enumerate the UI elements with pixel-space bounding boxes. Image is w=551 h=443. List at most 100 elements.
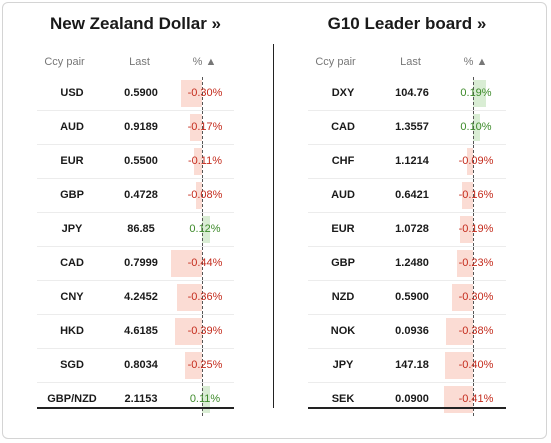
- zero-line: [202, 213, 203, 246]
- zero-line: [202, 315, 203, 348]
- ccy-pair-cell: EUR: [331, 223, 355, 235]
- ccy-pair-cell: GBP: [331, 257, 355, 269]
- table-row[interactable]: USD 0.5900 -0.30%: [37, 77, 234, 110]
- zero-line: [473, 145, 474, 178]
- last-price-cell: 0.9189: [124, 121, 158, 133]
- table-row[interactable]: HKD 4.6185 -0.39%: [37, 314, 234, 348]
- table-row[interactable]: JPY 147.18 -0.40%: [308, 348, 506, 382]
- last-price-cell: 1.1214: [395, 155, 429, 167]
- table-row[interactable]: DXY 104.76 0.19%: [308, 77, 506, 110]
- pct-change-cell: -0.36%: [187, 291, 223, 303]
- pct-change-cell: 0.11%: [189, 393, 221, 405]
- table-row[interactable]: NZD 0.5900 -0.30%: [308, 280, 506, 314]
- pct-change-cell: -0.30%: [187, 87, 223, 99]
- zero-line: [473, 77, 474, 110]
- zero-line: [202, 179, 203, 212]
- change-bar: [445, 352, 473, 379]
- last-price-cell: 4.6185: [124, 325, 158, 337]
- zero-line: [473, 349, 474, 382]
- ccy-pair-cell: GBP/NZD: [47, 393, 97, 405]
- table-row[interactable]: AUD 0.6421 -0.16%: [308, 178, 506, 212]
- col-header-pct[interactable]: % ▲: [192, 56, 217, 68]
- change-bar: [174, 318, 202, 345]
- pct-change-cell: -0.30%: [458, 291, 494, 303]
- ccy-pair-cell: AUD: [60, 121, 84, 133]
- table-row[interactable]: CNY 4.2452 -0.36%: [37, 280, 234, 314]
- pct-change-cell: 0.10%: [460, 121, 492, 133]
- ccy-pair-cell: SEK: [331, 393, 355, 405]
- table-row[interactable]: JPY 86.85 0.12%: [37, 212, 234, 246]
- zero-line: [202, 247, 203, 280]
- last-price-cell: 0.5900: [124, 87, 158, 99]
- table-row[interactable]: CHF 1.1214 -0.09%: [308, 144, 506, 178]
- change-bar: [196, 182, 202, 209]
- last-price-cell: 0.0936: [395, 325, 429, 337]
- panel-divider: [273, 44, 274, 408]
- col-header-ccy[interactable]: Ccy pair: [315, 56, 356, 68]
- pct-change-cell: -0.25%: [187, 359, 223, 371]
- change-bar: [473, 114, 480, 141]
- table-row[interactable]: GBP 1.2480 -0.23%: [308, 246, 506, 280]
- zero-line: [202, 77, 203, 110]
- change-bar: [184, 352, 202, 379]
- nzd-title-link[interactable]: New Zealand Dollar »: [50, 14, 221, 33]
- ccy-pair-cell: GBP: [60, 189, 84, 201]
- table-row[interactable]: CAD 0.7999 -0.44%: [37, 246, 234, 280]
- pct-change-cell: 0.12%: [189, 223, 221, 235]
- table-row[interactable]: GBP 0.4728 -0.08%: [37, 178, 234, 212]
- pct-change-cell: -0.09%: [458, 155, 494, 167]
- ccy-pair-cell: JPY: [61, 223, 83, 235]
- ccy-pair-cell: NZD: [331, 291, 355, 303]
- last-price-cell: 147.18: [395, 359, 429, 371]
- change-bar: [202, 386, 210, 413]
- col-header-last[interactable]: Last: [400, 56, 421, 68]
- change-bar: [190, 114, 202, 141]
- last-price-cell: 1.3557: [395, 121, 429, 133]
- table-row[interactable]: AUD 0.9189 -0.17%: [37, 110, 234, 144]
- zero-line: [473, 247, 474, 280]
- table-row[interactable]: GBP/NZD 2.1153 0.11%: [37, 382, 234, 416]
- table-row[interactable]: SGD 0.8034 -0.25%: [37, 348, 234, 382]
- pct-change-cell: -0.16%: [458, 189, 494, 201]
- zero-line: [202, 349, 203, 382]
- zero-line: [473, 281, 474, 314]
- table-header: Ccy pair Last % ▲: [37, 52, 234, 74]
- table-row[interactable]: CAD 1.3557 0.10%: [308, 110, 506, 144]
- ccy-pair-cell: CHF: [331, 155, 355, 167]
- pct-change-cell: -0.11%: [187, 155, 223, 167]
- zero-line: [473, 315, 474, 348]
- last-price-cell: 0.7999: [124, 257, 158, 269]
- table-row[interactable]: EUR 1.0728 -0.19%: [308, 212, 506, 246]
- ccy-pair-cell: AUD: [331, 189, 355, 201]
- zero-line: [473, 213, 474, 246]
- col-header-ccy[interactable]: Ccy pair: [44, 56, 85, 68]
- pct-change-cell: -0.39%: [187, 325, 223, 337]
- last-price-cell: 4.2452: [124, 291, 158, 303]
- last-price-cell: 1.2480: [395, 257, 429, 269]
- col-header-last[interactable]: Last: [129, 56, 150, 68]
- table-row[interactable]: NOK 0.0936 -0.38%: [308, 314, 506, 348]
- change-bar: [452, 284, 473, 311]
- last-price-cell: 1.0728: [395, 223, 429, 235]
- col-header-pct[interactable]: % ▲: [463, 56, 488, 68]
- zero-line: [473, 111, 474, 144]
- change-bar: [194, 148, 202, 175]
- zero-line: [202, 111, 203, 144]
- ccy-pair-cell: EUR: [60, 155, 84, 167]
- table-row[interactable]: SEK 0.0900 -0.41%: [308, 382, 506, 416]
- change-bar: [176, 284, 202, 311]
- last-price-cell: 86.85: [127, 223, 155, 235]
- last-price-cell: 0.0900: [395, 393, 429, 405]
- pct-change-cell: -0.17%: [187, 121, 223, 133]
- ccy-pair-cell: NOK: [330, 325, 356, 337]
- zero-line: [202, 281, 203, 314]
- zero-line: [202, 383, 203, 416]
- change-bar: [171, 250, 202, 277]
- pct-change-cell: -0.38%: [458, 325, 494, 337]
- change-bar: [456, 250, 473, 277]
- last-price-cell: 0.6421: [395, 189, 429, 201]
- change-bar: [466, 148, 473, 175]
- g10-title-link[interactable]: G10 Leader board »: [327, 14, 487, 33]
- last-price-cell: 0.5500: [124, 155, 158, 167]
- table-row[interactable]: EUR 0.5500 -0.11%: [37, 144, 234, 178]
